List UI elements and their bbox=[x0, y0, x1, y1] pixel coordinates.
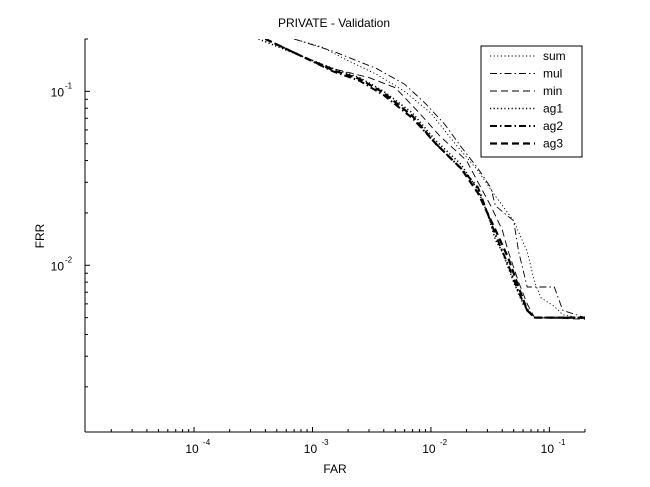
legend-label-ag2: ag2 bbox=[543, 119, 563, 133]
x-tick-label: 10 bbox=[422, 442, 436, 456]
series-line-min bbox=[265, 39, 585, 320]
y-tick-label: 10 bbox=[51, 259, 65, 273]
legend-label-sum: sum bbox=[543, 49, 566, 63]
series-line-mul bbox=[293, 39, 585, 319]
series-line-ag1 bbox=[258, 39, 585, 319]
x-tick-label: 10 bbox=[185, 442, 199, 456]
x-axis-label: FAR bbox=[323, 462, 347, 476]
y-tick-label: 10 bbox=[51, 85, 65, 99]
legend-label-ag1: ag1 bbox=[543, 102, 563, 116]
legend-box bbox=[480, 45, 583, 158]
x-tick-label-exponent: -3 bbox=[321, 438, 329, 447]
y-tick-label-exponent: -2 bbox=[65, 255, 73, 264]
chart-title: PRIVATE - Validation bbox=[278, 16, 390, 30]
legend-label-mul: mul bbox=[543, 67, 562, 81]
x-tick-label-exponent: -4 bbox=[203, 438, 211, 447]
legend-label-min: min bbox=[543, 84, 562, 98]
legend: sum mul min ag1 ag2 ag3 bbox=[480, 45, 583, 158]
series-line-ag2 bbox=[264, 39, 585, 319]
legend-label-ag3: ag3 bbox=[543, 137, 563, 151]
x-tick-label: 10 bbox=[541, 442, 555, 456]
y-tick-label-exponent: -1 bbox=[65, 81, 73, 90]
series-line-ag3 bbox=[264, 39, 585, 319]
y-axis-label: FRR bbox=[33, 223, 47, 248]
x-tick-label-exponent: -2 bbox=[440, 438, 448, 447]
x-tick-label: 10 bbox=[304, 442, 318, 456]
x-tick-label-exponent: -1 bbox=[558, 438, 566, 447]
